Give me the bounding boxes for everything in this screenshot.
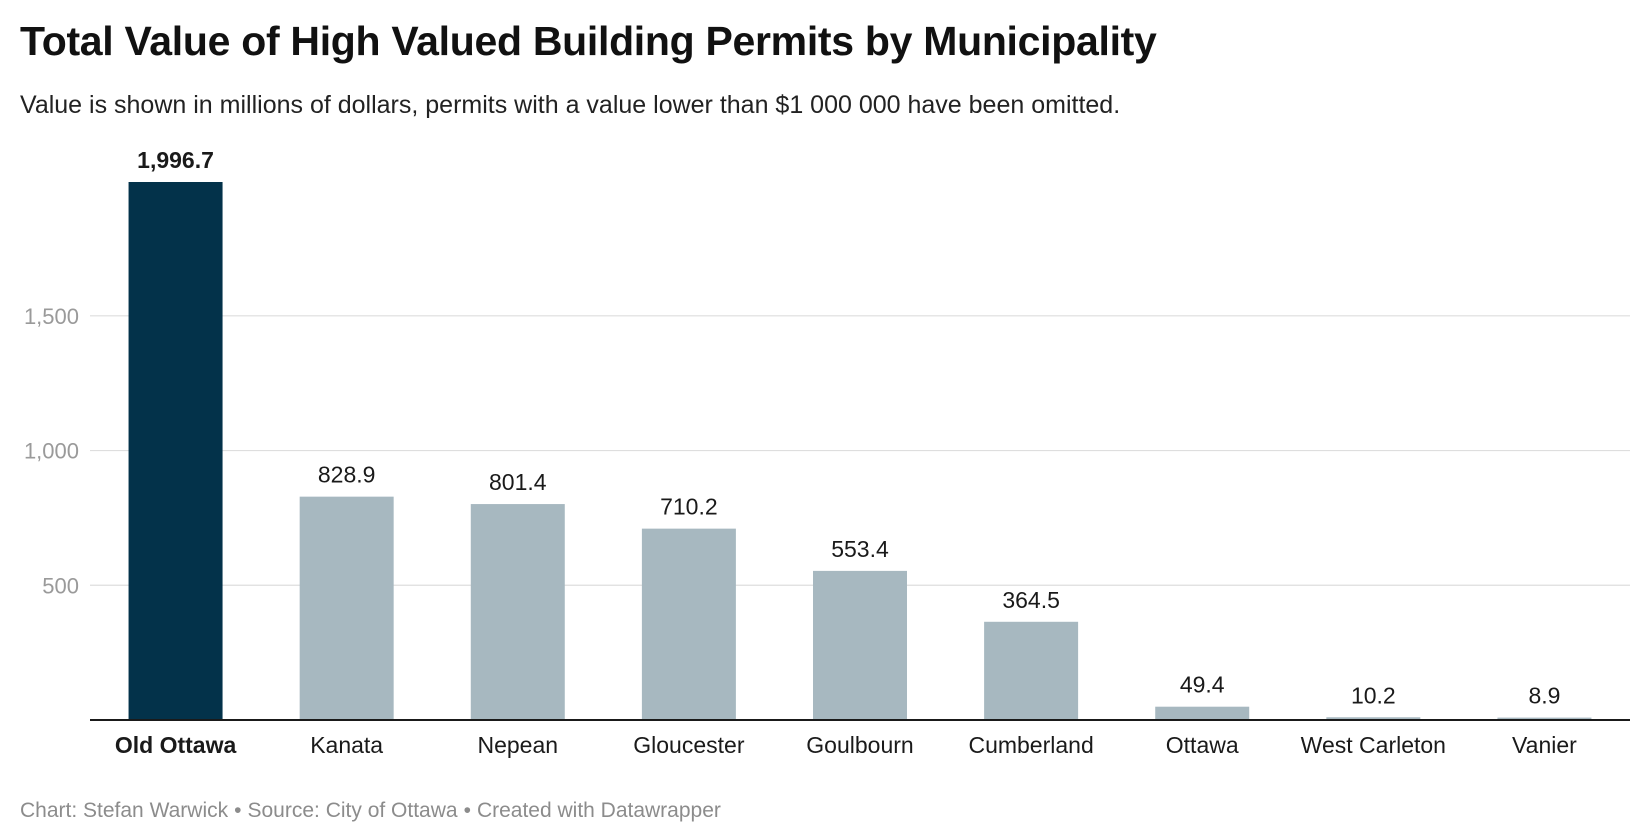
bar-cumberland <box>984 621 1079 720</box>
x-tick-label: Cumberland <box>968 732 1093 758</box>
bar-goulbourn <box>813 570 907 720</box>
value-label: 553.4 <box>831 536 889 562</box>
chart-title: Total Value of High Valued Building Perm… <box>20 18 1157 64</box>
bar-gloucester <box>641 528 736 720</box>
chart-footer: Chart: Stefan Warwick • Source: City of Ot… <box>20 799 721 823</box>
y-axis-ticks: 500 1,000 1,500 <box>24 304 79 598</box>
x-tick-label: Old Ottawa <box>115 732 237 758</box>
value-label: 8.9 <box>1528 683 1560 709</box>
y-tick-label: 1,000 <box>24 439 79 464</box>
value-label: 710.2 <box>660 494 718 520</box>
bar-nepean <box>470 504 565 720</box>
bar-ottawa <box>1155 706 1250 720</box>
x-tick-label: Vanier <box>1512 732 1577 758</box>
chart-subtitle: Value is shown in millions of dollars, p… <box>20 91 1121 119</box>
chart-source: Source: City of Ottawa <box>247 799 458 822</box>
x-tick-label: Nepean <box>477 732 558 758</box>
x-tick-label: Goulbourn <box>806 732 913 758</box>
bar-west-carleton <box>1326 717 1421 720</box>
bar-kanata <box>299 496 394 720</box>
x-tick-label: Gloucester <box>633 732 745 758</box>
bar-chart: 500 1,000 1,500 1,996.7 828.9 801.4 710.2 553.… <box>24 147 1630 758</box>
y-tick-label: 500 <box>42 573 79 598</box>
y-tick-label: 1,500 <box>24 304 79 329</box>
footer-separator: • <box>234 799 242 822</box>
value-label: 828.9 <box>318 462 376 488</box>
x-tick-label: Kanata <box>310 732 383 758</box>
chart-created-with: Created with Datawrapper <box>476 799 721 822</box>
value-label: 801.4 <box>489 469 547 495</box>
bar-vanier <box>1497 717 1592 720</box>
x-axis-labels: Old Ottawa Kanata Nepean Gloucester Goulbour… <box>115 732 1577 758</box>
value-label: 364.5 <box>1002 587 1060 613</box>
x-tick-label: West Carleton <box>1301 732 1446 758</box>
value-label: 49.4 <box>1180 672 1225 698</box>
bars <box>128 182 1592 720</box>
value-label: 10.2 <box>1351 682 1396 708</box>
bar-old-ottawa <box>128 182 223 720</box>
value-label: 1,996.7 <box>137 147 214 173</box>
x-tick-label: Ottawa <box>1166 732 1239 758</box>
chart-credit: Chart: Stefan Warwick <box>20 799 229 822</box>
footer-separator: • <box>463 799 471 822</box>
value-labels: 1,996.7 828.9 801.4 710.2 553.4 364.5 49.4 10.2… <box>137 147 1560 709</box>
